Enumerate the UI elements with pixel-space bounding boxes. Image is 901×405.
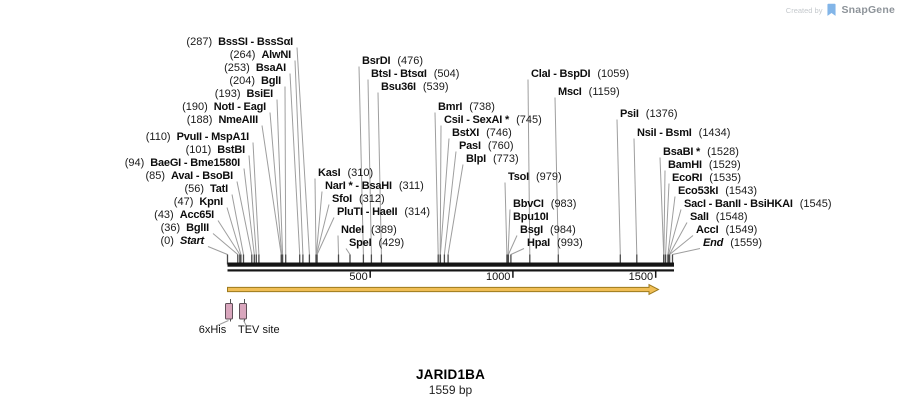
construct-name: JARID1BA xyxy=(415,367,486,382)
feature-box xyxy=(225,303,233,320)
created-by-text: Created by xyxy=(785,5,823,15)
snapgene-logo-icon xyxy=(827,3,837,16)
feature-box xyxy=(239,303,247,320)
construct-length: 1559 bp xyxy=(428,383,473,397)
snapgene-brand-name: SnapGene xyxy=(841,4,895,16)
snapgene-watermark: Created by SnapGene xyxy=(786,3,895,17)
orf-arrow xyxy=(227,283,660,296)
